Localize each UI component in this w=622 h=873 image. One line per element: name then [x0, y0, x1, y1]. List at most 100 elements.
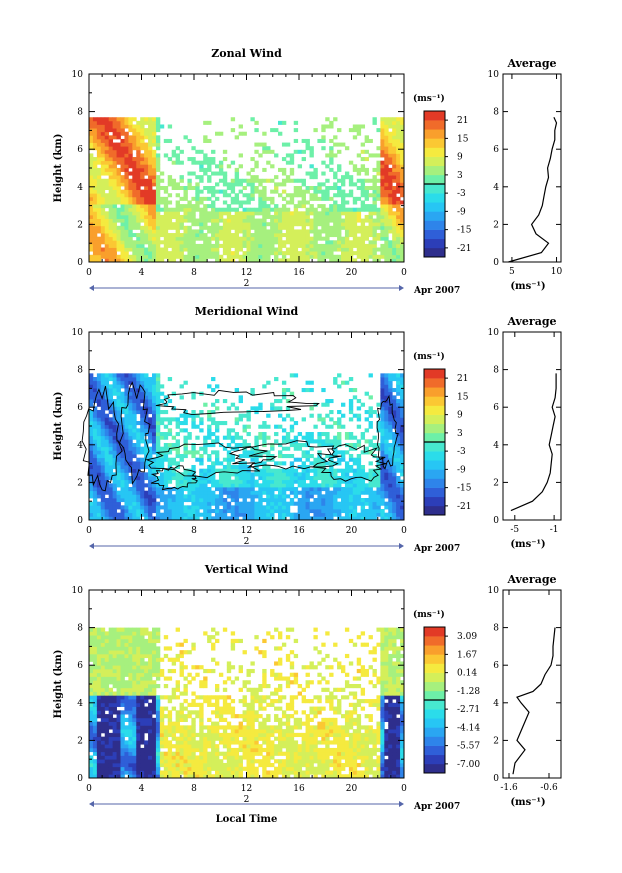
- zonal-wind-heat-cell: [226, 254, 232, 259]
- zonal-wind-average-title: Average: [506, 57, 556, 70]
- vertical-wind-heat-cell: [104, 635, 110, 640]
- meridional-wind-heat-cell: [96, 472, 102, 477]
- zonal-wind-heat-cell: [226, 207, 232, 212]
- meridional-wind-heat-cell: [274, 424, 279, 429]
- zonal-wind-day-label: 2: [244, 279, 250, 289]
- zonal-wind-heat-cell: [234, 251, 240, 256]
- meridional-wind-heat-cell: [293, 501, 299, 506]
- zonal-wind-heat-cell: [128, 247, 133, 252]
- meridional-wind-heat-cell: [305, 498, 310, 503]
- zonal-wind-heat-cell: [254, 164, 259, 169]
- meridional-wind-heat-cell: [222, 505, 228, 510]
- zonal-wind-heat-cell: [96, 247, 102, 252]
- zonal-wind-heat-cell: [179, 207, 184, 212]
- zonal-wind-heat-cell: [120, 222, 125, 227]
- zonal-wind-heat-cell: [384, 236, 389, 241]
- meridional-wind-heat-cell: [104, 443, 110, 448]
- zonal-wind-heat-cell: [301, 251, 306, 256]
- meridional-wind-heat-cell: [285, 432, 291, 437]
- zonal-wind-heat-cell: [400, 146, 405, 151]
- zonal-wind-heat-cell: [92, 196, 98, 201]
- zonal-wind-heat-cell: [372, 120, 377, 125]
- zonal-wind-heat-cell: [108, 247, 114, 252]
- meridional-wind-heat-cell: [305, 380, 310, 385]
- zonal-wind-heat-cell: [285, 207, 291, 212]
- meridional-wind-heat-cell: [155, 428, 161, 433]
- zonal-wind-heat-cell: [376, 193, 381, 198]
- meridional-wind-heat-cell: [376, 476, 381, 481]
- zonal-wind-heat-cell: [344, 247, 350, 252]
- meridional-wind-heat-cell: [171, 443, 177, 448]
- zonal-wind-heat-cell: [215, 222, 220, 227]
- meridional-wind-heat-cell: [195, 424, 200, 429]
- meridional-wind-heat-cell: [384, 487, 389, 492]
- meridional-wind-heat-cell: [116, 479, 121, 484]
- zonal-wind-heat-cell: [100, 247, 106, 252]
- meridional-wind-heat-cell: [329, 457, 334, 462]
- vertical-wind-heat-cell: [89, 732, 94, 738]
- meridional-wind-heat-cell: [281, 395, 287, 400]
- meridional-wind-heat-cell: [148, 505, 153, 510]
- zonal-wind-heat-cell: [92, 171, 98, 176]
- meridional-wind-heat-cell: [108, 505, 114, 510]
- zonal-wind-heat-cell: [305, 243, 310, 248]
- zonal-wind-heat-cell: [380, 236, 385, 241]
- vertical-wind-heat-cell: [100, 710, 106, 715]
- vertical-wind-heat-cell: [116, 627, 121, 632]
- meridional-wind-heat-cell: [104, 380, 110, 385]
- zonal-wind-heat-cell: [112, 229, 117, 234]
- zonal-wind-heat-cell: [380, 117, 385, 122]
- zonal-wind-heat-cell: [344, 211, 350, 216]
- meridional-wind-heat-cell: [396, 399, 401, 404]
- meridional-wind-heat-cell: [104, 432, 110, 437]
- zonal-wind-heat-cell: [207, 196, 212, 201]
- vertical-wind-heat-cell: [112, 680, 117, 685]
- zonal-wind-heat-cell: [191, 236, 196, 241]
- meridional-wind-heat-cell: [344, 472, 350, 477]
- zonal-wind-heat-cell: [108, 254, 114, 259]
- zonal-wind-heat-cell: [195, 243, 200, 248]
- meridional-wind-heat-cell: [171, 501, 177, 506]
- meridional-wind-heat-cell: [392, 439, 397, 444]
- vertical-wind-heat-cell: [116, 672, 121, 677]
- meridional-wind-heat-cell: [128, 443, 133, 448]
- vertical-wind-heat-cell: [124, 755, 129, 760]
- zonal-wind-heat-cell: [333, 229, 338, 234]
- zonal-wind-heat-cell: [179, 160, 184, 165]
- zonal-wind-heat-cell: [254, 211, 259, 216]
- meridional-wind-heat-cell: [215, 509, 220, 514]
- vertical-wind-heat-cell: [108, 766, 114, 771]
- meridional-wind-heat-cell: [274, 505, 279, 510]
- meridional-wind-heat-cell: [234, 483, 240, 488]
- zonal-wind-heat-cell: [199, 229, 204, 234]
- zonal-wind-heat-cell: [203, 254, 208, 259]
- meridional-wind-heat-cell: [152, 413, 157, 418]
- meridional-wind-heat-cell: [242, 479, 247, 484]
- zonal-wind-heat-cell: [128, 157, 133, 162]
- vertical-wind-heat-cell: [100, 699, 106, 704]
- zonal-wind-heat-cell: [376, 207, 381, 212]
- meridional-wind-heat-cell: [155, 406, 161, 411]
- meridional-wind-heat-cell: [108, 395, 114, 400]
- meridional-wind-heat-cell: [309, 509, 314, 514]
- meridional-wind-heat-cell: [155, 424, 161, 429]
- meridional-wind-heat-cell: [364, 439, 369, 444]
- meridional-wind-heat-cell: [396, 512, 401, 517]
- zonal-wind-heat-cell: [140, 218, 145, 223]
- vertical-wind-heat-cell: [116, 766, 121, 771]
- meridional-wind-heat-cell: [199, 505, 204, 510]
- zonal-wind-heat-cell: [112, 167, 117, 172]
- meridional-wind-heat-cell: [242, 512, 247, 517]
- zonal-wind-heat-cell: [191, 218, 196, 223]
- meridional-wind-heat-cell: [396, 421, 401, 426]
- meridional-wind-heat-cell: [270, 512, 275, 517]
- zonal-wind-heat-cell: [199, 164, 204, 169]
- zonal-wind-heat-cell: [207, 189, 212, 194]
- meridional-wind-contours: [81, 381, 399, 492]
- zonal-wind-heat-cell: [163, 251, 169, 256]
- vertical-wind-heat-cell: [132, 732, 137, 738]
- meridional-wind-heat-cell: [400, 487, 405, 492]
- zonal-wind-heat-cell: [364, 157, 369, 162]
- meridional-wind-heat-cell: [281, 479, 287, 484]
